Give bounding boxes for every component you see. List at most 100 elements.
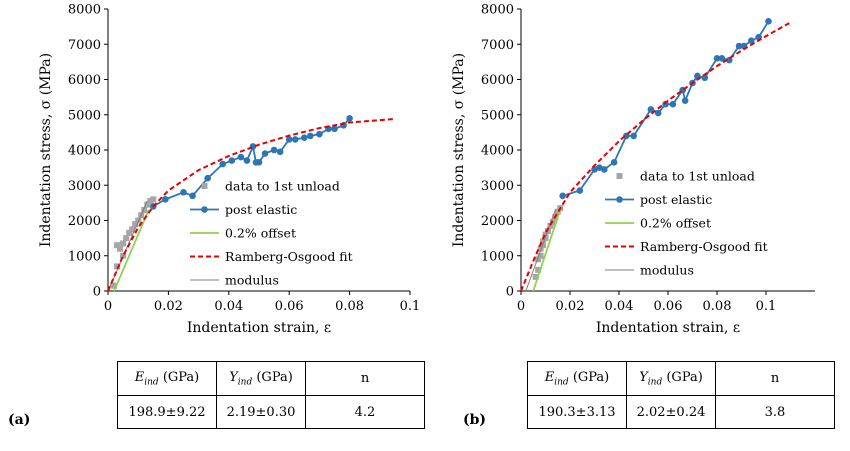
x-tick-label: 0.04 [605, 299, 634, 314]
post-elastic-point [610, 159, 618, 166]
post-elastic-point [307, 132, 314, 140]
post-elastic-point [748, 37, 755, 45]
post-elastic-point [654, 109, 662, 117]
value-y-ind: 2.19±0.30 [216, 395, 306, 429]
data-point-1st-unload [147, 198, 154, 205]
post-elastic-point [162, 196, 169, 203]
panel-label-a: (a) [8, 412, 31, 428]
post-elastic-point [701, 74, 709, 82]
properties-table-b: Eind (GPa) Yind (GPa) n 190.3±3.13 2.02±… [527, 361, 835, 429]
chart-panel-b: 0 1000 2000 3000 4000 5000 6000 7000 8000 0 0.02 0.… [451, 3, 815, 336]
post-elastic-point [255, 159, 263, 166]
data-point-1st-unload [554, 208, 561, 215]
value-e-ind: 190.3±3.13 [527, 395, 627, 429]
y-tick-label: 4000 [68, 144, 101, 159]
legend-label: data to 1st unload [225, 179, 340, 194]
legend-label: 0.2% offset [225, 226, 296, 241]
y-tick-label: 0 [93, 285, 101, 300]
post-elastic-point [189, 192, 196, 200]
header-n: n [305, 361, 425, 396]
y-tick-label: 5000 [68, 108, 101, 123]
data-point-1st-unload [150, 196, 157, 203]
header-e-ind: Eind (GPa) [527, 361, 627, 396]
x-axis-label: Indentation strain, ε [596, 320, 740, 336]
data-point-1st-unload [132, 221, 139, 228]
x-tick-label: 0.1 [756, 299, 777, 314]
post-elastic-point [331, 125, 338, 133]
x-tick-label: 0.08 [703, 299, 732, 314]
y-axis-label: Indentation stress, σ (MPa) [451, 53, 467, 247]
legend-label: Ramberg-Osgood fit [640, 239, 768, 254]
properties-table-a: Eind (GPa) Yind (GPa) n 198.9±9.22 2.19±… [117, 361, 425, 429]
data-point-1st-unload [535, 266, 542, 273]
x-tick-label: 0 [104, 299, 112, 314]
legend-label: modulus [640, 263, 694, 278]
post-elastic-point [228, 157, 236, 164]
legend-swatch-data [201, 183, 208, 189]
x-tick-label: 0.08 [335, 299, 364, 314]
post-elastic-point [681, 97, 689, 104]
y-axis-label: Indentation stress, σ (MPa) [38, 53, 54, 247]
legend-label: post elastic [640, 192, 712, 207]
post-elastic-point [576, 187, 584, 194]
post-elastic-point [237, 153, 245, 161]
data-point-1st-unload [120, 240, 127, 247]
x-tick-label: 0.02 [556, 299, 585, 314]
y-tick-label: 7000 [481, 38, 514, 53]
x-tick-label: 0.04 [214, 299, 243, 314]
data-point-1st-unload [547, 222, 554, 229]
data-point-1st-unload [542, 231, 549, 238]
post-elastic-point [647, 106, 655, 113]
post-elastic-point [204, 174, 211, 182]
legend-label: Ramberg-Osgood fit [225, 249, 353, 264]
post-elastic-point [276, 148, 284, 156]
legend-marker-post-elastic [616, 196, 623, 203]
header-n: n [715, 361, 835, 396]
chart-panel-a: 0 1000 2000 3000 4000 5000 6000 7000 8000 0 0.02 0.… [38, 3, 420, 337]
data-point-1st-unload [537, 252, 544, 259]
y-tick-label: 7000 [68, 38, 101, 53]
y-tick-label: 2000 [481, 214, 514, 229]
x-tick-label: 0.1 [400, 299, 421, 314]
post-elastic-point [301, 134, 308, 141]
legend-label: modulus [225, 273, 279, 288]
data-point-1st-unload [532, 273, 539, 280]
post-elastic-point [291, 136, 299, 143]
value-n: 4.2 [305, 395, 425, 429]
post-elastic-point [316, 130, 323, 138]
x-tick-label: 0.06 [654, 299, 683, 314]
y-tick-label: 6000 [481, 73, 514, 88]
panel-label-b: (b) [463, 412, 487, 428]
post-elastic-point [243, 157, 251, 164]
data-point-1st-unload [114, 263, 121, 270]
post-elastic-point [180, 189, 187, 196]
y-tick-label: 0 [506, 285, 514, 300]
y-tick-label: 4000 [481, 144, 514, 159]
x-tick-label: 0 [517, 299, 525, 314]
value-n: 3.8 [715, 395, 835, 429]
post-elastic-point [630, 132, 637, 140]
y-tick-label: 3000 [481, 179, 514, 194]
data-point-1st-unload [111, 282, 118, 289]
offset-line [532, 209, 562, 292]
x-tick-label: 0.06 [275, 299, 304, 314]
post-elastic-point [765, 18, 772, 25]
data-point-1st-unload [117, 245, 124, 252]
data-point-1st-unload [126, 229, 133, 236]
data-point-1st-unload [135, 217, 142, 224]
data-point-1st-unload [141, 206, 148, 213]
data-point-1st-unload [123, 235, 130, 242]
y-tick-label: 8000 [68, 3, 101, 18]
post-elastic-point [601, 166, 608, 173]
data-point-1st-unload [144, 201, 151, 208]
post-elastic-point [669, 100, 677, 108]
legend: data to 1st unload post elastic 0.2% offse… [605, 169, 768, 278]
ramberg-osgood-line [107, 117, 395, 292]
data-point-1st-unload [129, 226, 136, 233]
post-elastic-point [270, 146, 278, 154]
offset-line [113, 209, 150, 292]
header-y-ind: Yind (GPa) [216, 361, 306, 396]
data-point-1st-unload [540, 242, 547, 249]
value-e-ind: 198.9±9.22 [117, 395, 217, 429]
y-tick-label: 3000 [68, 179, 101, 194]
